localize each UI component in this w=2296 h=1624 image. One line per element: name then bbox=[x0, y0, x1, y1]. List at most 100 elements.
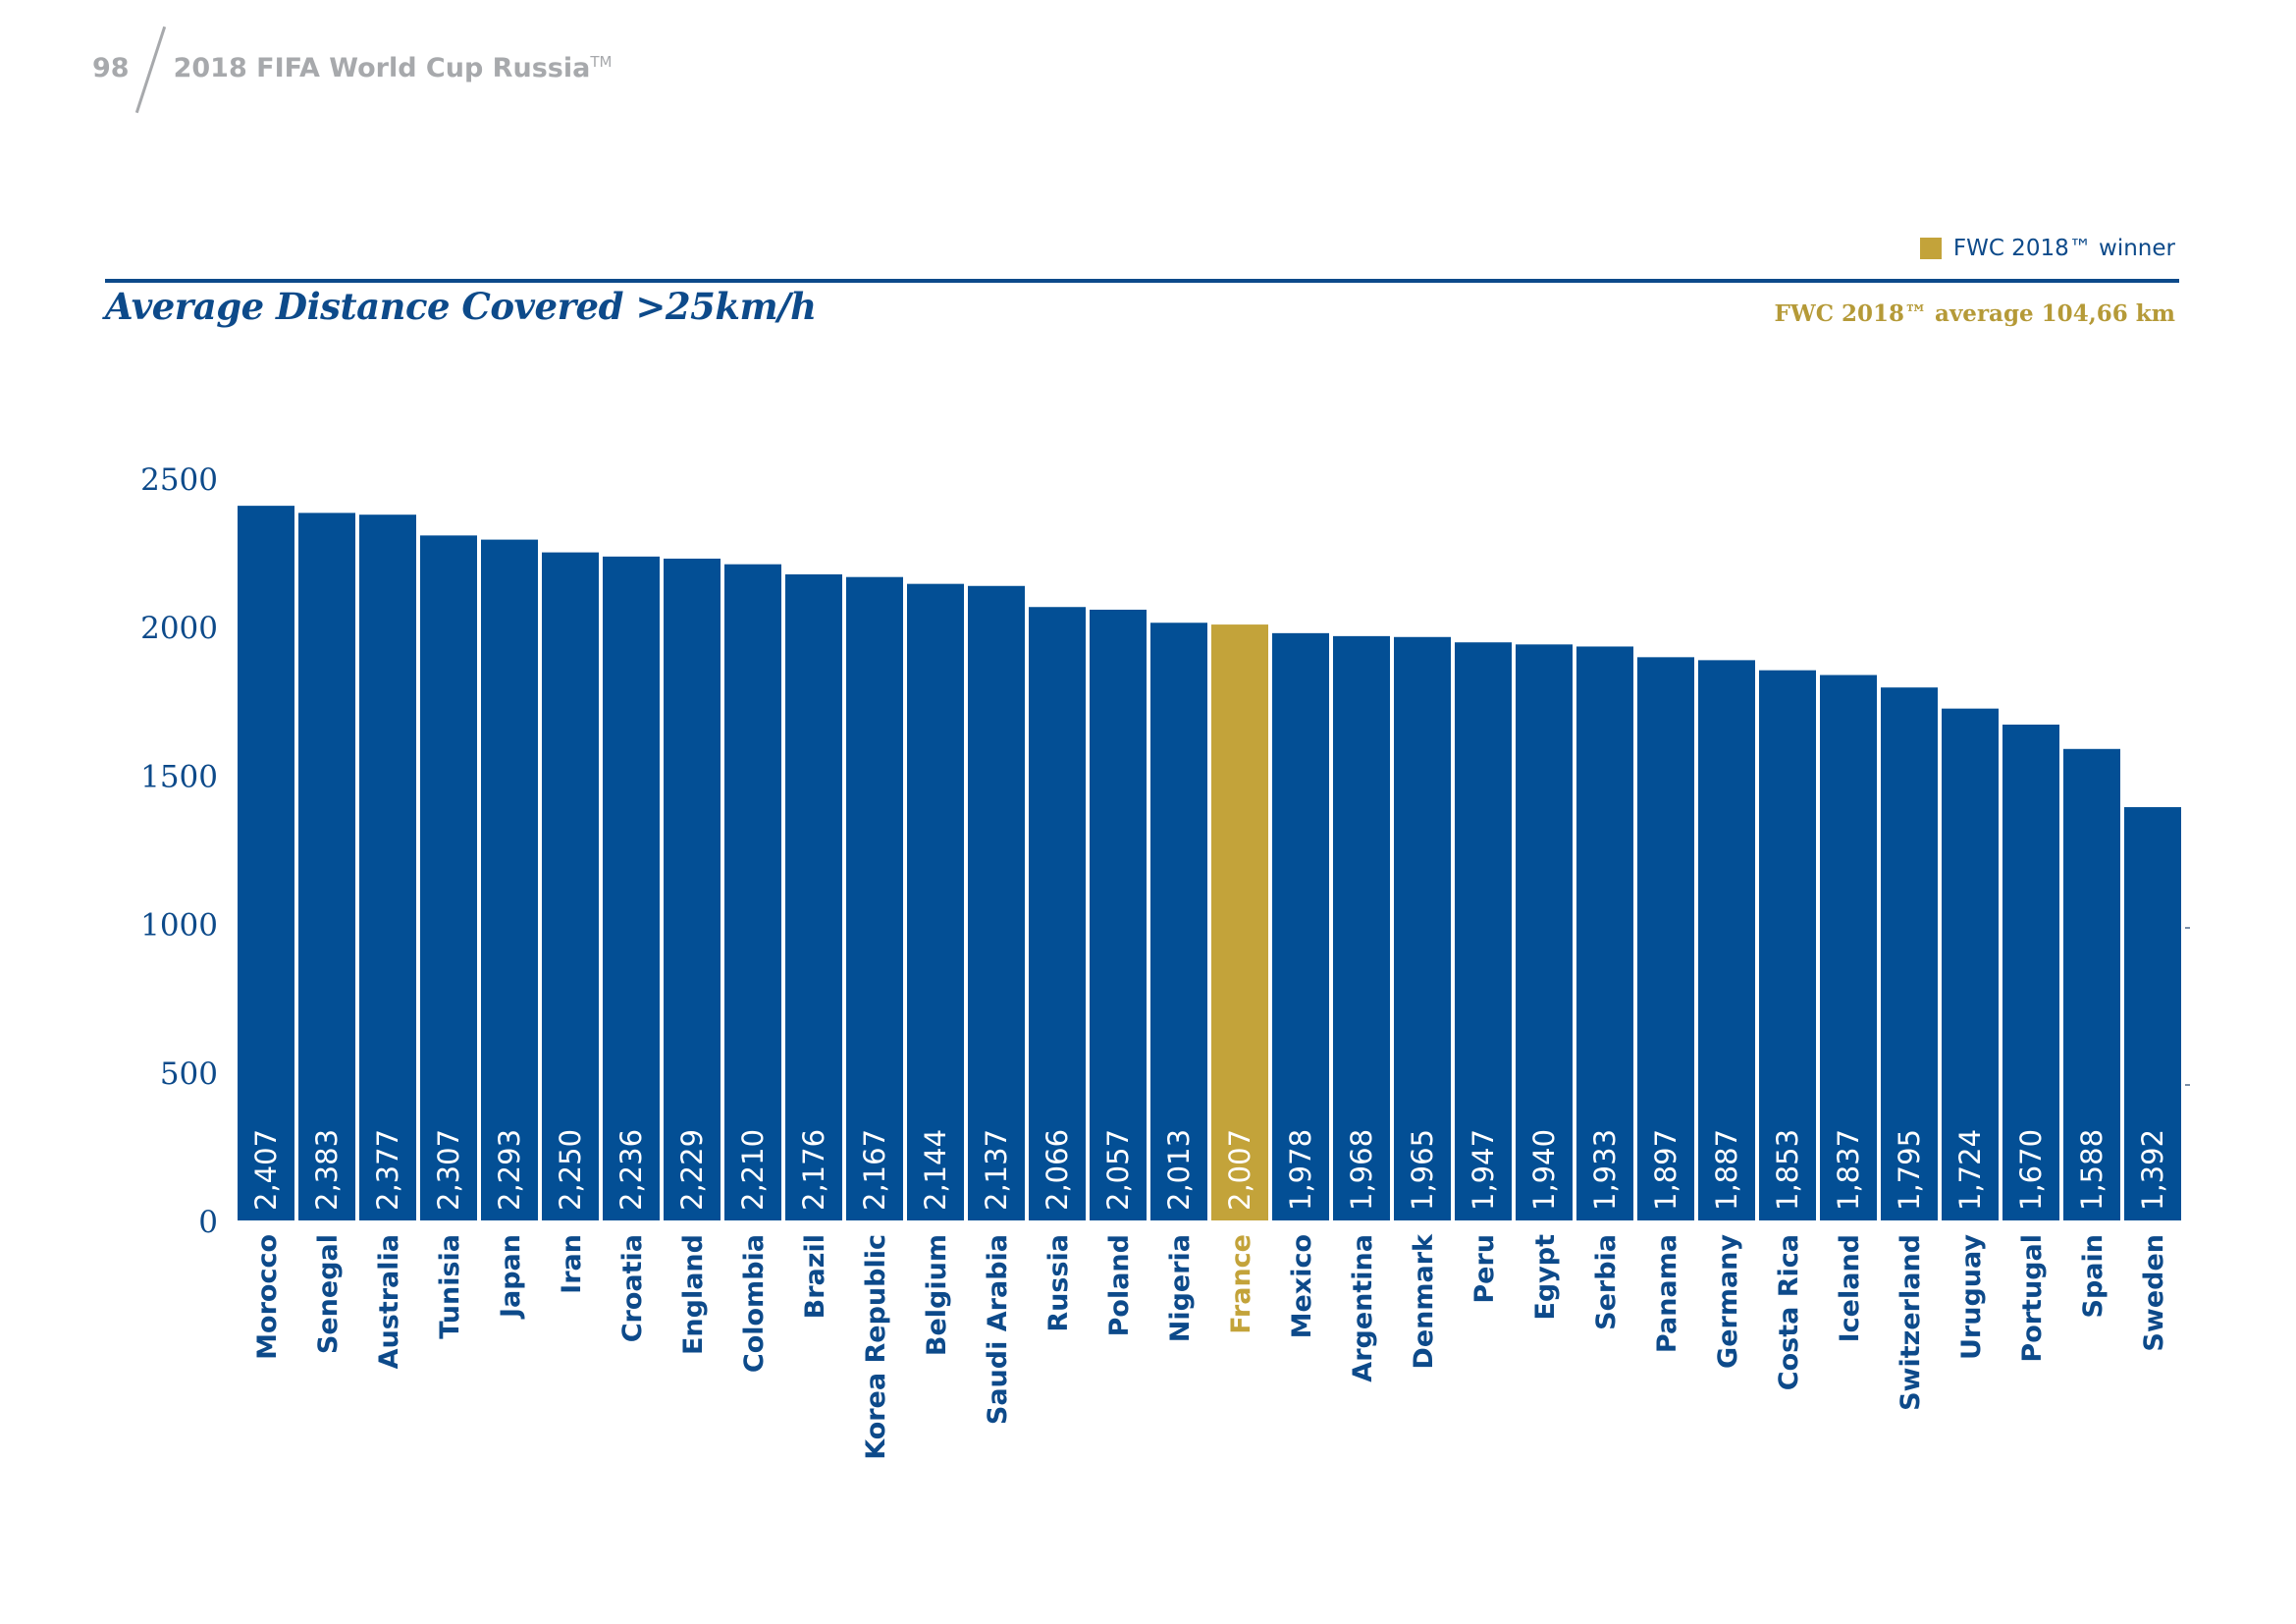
data-label: 2,236 bbox=[614, 1129, 648, 1211]
x-tick-label: Saudi Arabia bbox=[983, 1234, 1013, 1425]
chart-legend: FWC 2018™ winner bbox=[1919, 236, 2175, 261]
bar bbox=[603, 556, 660, 1220]
y-tick-label: 2000 bbox=[140, 611, 218, 646]
x-tick-label: Denmark bbox=[1409, 1233, 1439, 1370]
data-label: 1,978 bbox=[1284, 1129, 1317, 1211]
x-tick-label: Portugal bbox=[2017, 1234, 2048, 1363]
x-tick-label: Uruguay bbox=[1956, 1234, 1987, 1360]
x-tick-label: Panama bbox=[1652, 1234, 1682, 1353]
bar bbox=[846, 576, 903, 1220]
data-label: 1,795 bbox=[1893, 1129, 1926, 1211]
data-label: 1,670 bbox=[2014, 1129, 2048, 1211]
trademark-mark: TM bbox=[590, 52, 613, 71]
x-tick-label: England bbox=[678, 1234, 709, 1355]
bar bbox=[724, 564, 781, 1220]
bar bbox=[2002, 724, 2059, 1220]
bar bbox=[1942, 708, 1999, 1220]
x-tick-label: Germany bbox=[1713, 1234, 1743, 1369]
y-tick-label: 500 bbox=[160, 1056, 218, 1092]
average-note: FWC 2018™ average 104,66 km bbox=[1774, 300, 2175, 327]
x-tick-label: Morocco bbox=[252, 1234, 283, 1360]
x-tick-label: Mexico bbox=[1287, 1234, 1317, 1338]
data-label: 1,933 bbox=[1588, 1129, 1622, 1211]
x-tick-label: Korea Republic bbox=[861, 1234, 891, 1460]
data-label: 1,968 bbox=[1345, 1129, 1378, 1211]
y-tick-label: 2500 bbox=[140, 462, 218, 498]
bar bbox=[1029, 607, 1086, 1220]
y-tick-label: 0 bbox=[198, 1205, 218, 1240]
x-tick-label: Russia bbox=[1043, 1234, 1074, 1332]
bar bbox=[664, 558, 721, 1220]
data-label: 2,307 bbox=[432, 1129, 465, 1211]
x-tick-label: Serbia bbox=[1591, 1234, 1622, 1330]
bar bbox=[238, 506, 294, 1220]
x-tick-label: Switzerland bbox=[1896, 1234, 1926, 1411]
bar bbox=[420, 535, 477, 1220]
bar bbox=[542, 552, 599, 1220]
x-tick-label: Iran bbox=[557, 1234, 587, 1294]
bar bbox=[1759, 670, 1816, 1220]
bar bbox=[359, 514, 416, 1220]
title-rule bbox=[105, 279, 2179, 283]
data-label: 2,210 bbox=[736, 1129, 770, 1211]
bar bbox=[1516, 644, 1573, 1220]
bar bbox=[907, 583, 964, 1220]
x-tick-label: Colombia bbox=[739, 1234, 770, 1373]
x-tick-label: Sweden bbox=[2139, 1234, 2169, 1352]
data-label: 1,897 bbox=[1649, 1129, 1682, 1211]
x-tick-label: Brazil bbox=[800, 1234, 830, 1319]
bar bbox=[968, 585, 1025, 1220]
data-label: 2,007 bbox=[1223, 1129, 1256, 1211]
data-label: 2,377 bbox=[371, 1129, 404, 1211]
x-tick-label: Egypt bbox=[1530, 1234, 1561, 1321]
data-label: 2,066 bbox=[1041, 1129, 1074, 1211]
document-title: 2018 FIFA World Cup RussiaTM bbox=[174, 53, 613, 83]
page-header: 98 2018 FIFA World Cup RussiaTM bbox=[92, 26, 613, 114]
data-label: 2,176 bbox=[797, 1129, 830, 1211]
x-tick-label: Costa Rica bbox=[1774, 1234, 1804, 1390]
data-label: 1,965 bbox=[1406, 1129, 1439, 1211]
data-label: 2,013 bbox=[1162, 1129, 1196, 1211]
data-label: 2,137 bbox=[980, 1129, 1013, 1211]
data-label: 2,229 bbox=[675, 1129, 709, 1211]
data-label: 1,588 bbox=[2075, 1129, 2109, 1211]
bar bbox=[1455, 642, 1512, 1220]
data-label: 1,887 bbox=[1710, 1129, 1743, 1211]
x-tick-label: Argentina bbox=[1348, 1234, 1378, 1382]
y-tick-label: 1000 bbox=[140, 908, 218, 944]
data-label: 1,853 bbox=[1771, 1129, 1804, 1211]
x-tick-label: Tunisia bbox=[435, 1234, 465, 1339]
data-label: 1,724 bbox=[1953, 1129, 1987, 1211]
winner-swatch-icon bbox=[1919, 238, 1942, 259]
x-tick-label: Poland bbox=[1104, 1234, 1135, 1336]
data-label: 1,837 bbox=[1832, 1129, 1865, 1211]
x-tick-label: Japan bbox=[496, 1234, 526, 1320]
x-tick-label: Nigeria bbox=[1165, 1234, 1196, 1342]
data-label: 2,144 bbox=[919, 1129, 952, 1211]
bar bbox=[1394, 636, 1451, 1220]
bar bbox=[481, 539, 538, 1220]
data-label: 1,940 bbox=[1527, 1129, 1561, 1211]
bar bbox=[298, 513, 355, 1220]
bar bbox=[1820, 675, 1877, 1220]
bar bbox=[1272, 632, 1329, 1220]
page-number: 98 bbox=[92, 52, 130, 83]
x-tick-label: Senegal bbox=[313, 1234, 344, 1354]
x-tick-label: Iceland bbox=[1835, 1234, 1865, 1342]
x-tick-label: Spain bbox=[2078, 1234, 2109, 1318]
x-tick-label: Croatia bbox=[617, 1234, 648, 1342]
bar bbox=[1090, 609, 1147, 1220]
chart-title: Average Distance Covered >25km/h bbox=[105, 285, 817, 328]
bar bbox=[1881, 687, 1938, 1220]
data-label: 2,407 bbox=[249, 1129, 283, 1211]
data-label: 2,293 bbox=[493, 1129, 526, 1211]
bar bbox=[1150, 623, 1207, 1220]
data-label: 1,392 bbox=[2136, 1129, 2169, 1211]
bar bbox=[1333, 635, 1390, 1220]
data-label: 2,250 bbox=[554, 1129, 587, 1211]
x-tick-label: Peru bbox=[1469, 1234, 1500, 1304]
data-label: 2,057 bbox=[1101, 1129, 1135, 1211]
bar bbox=[1211, 624, 1268, 1220]
legend-label: FWC 2018™ winner bbox=[1952, 236, 2175, 261]
